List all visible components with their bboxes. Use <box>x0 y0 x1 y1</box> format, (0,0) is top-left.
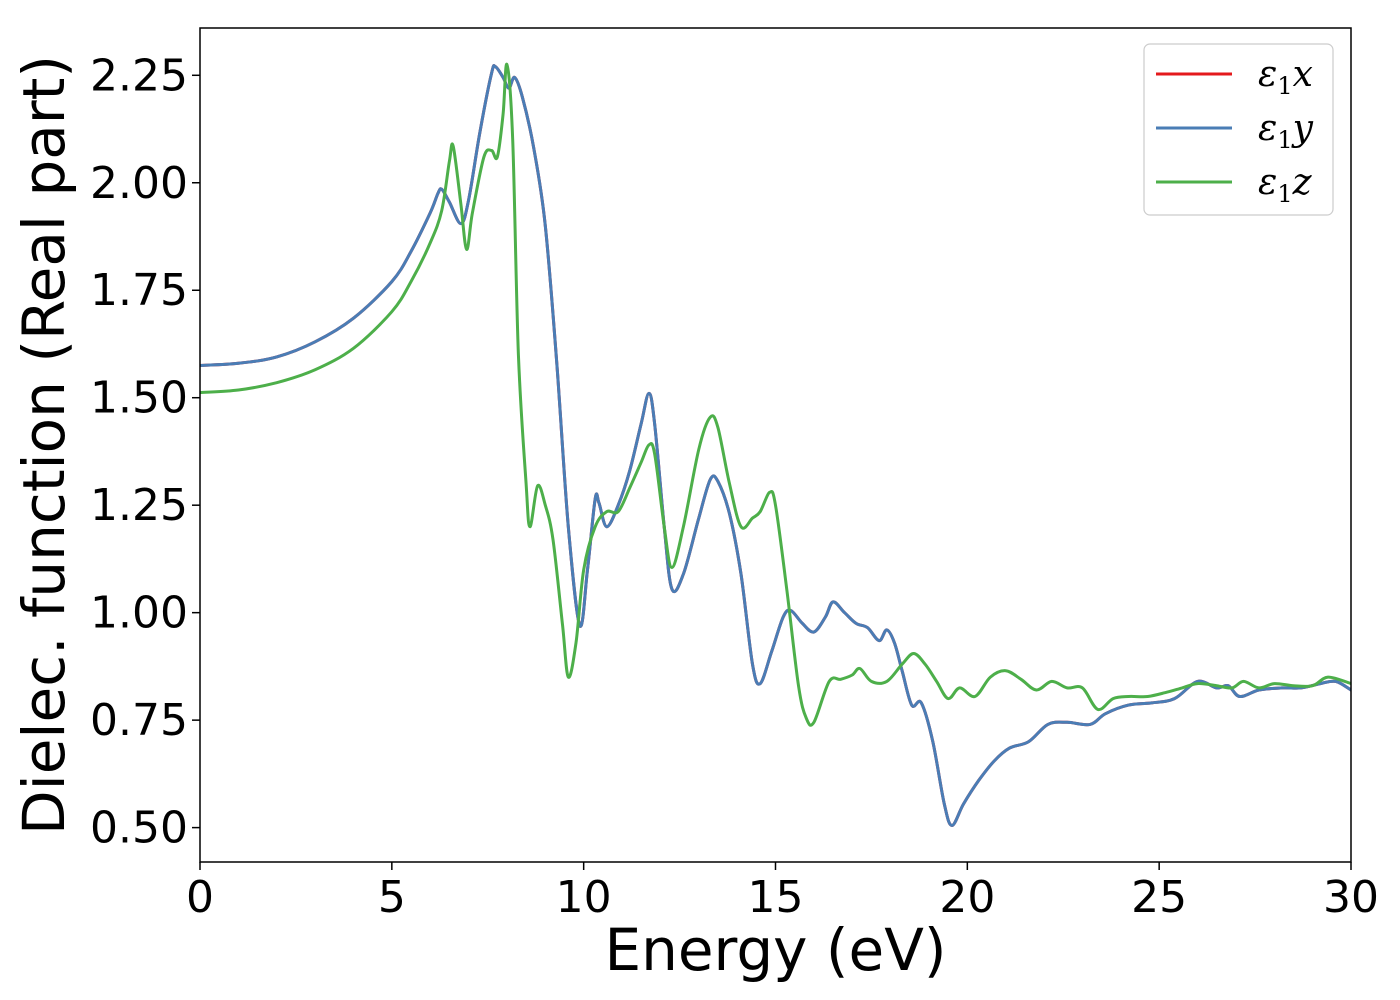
legend-label-z: ε1z <box>1258 162 1313 208</box>
series-layer <box>200 62 1351 827</box>
x-tick-label: 25 <box>1131 872 1187 923</box>
x-tick-label: 30 <box>1323 872 1379 923</box>
legend-box <box>1143 43 1334 216</box>
y-tick-label: 1.25 <box>90 480 188 531</box>
y-tick-label: 1.00 <box>90 588 188 639</box>
axes-layer: 0 5 10 15 20 25 30 0.50 0.75 1.00 1.25 1.50 1.75 2.00… <box>90 50 1379 923</box>
legend-label-y: ε1y <box>1258 108 1314 154</box>
legend: ε1x ε1y ε1z <box>1143 43 1334 216</box>
y-tick-label: 1.50 <box>90 373 188 424</box>
x-tick-label: 0 <box>186 872 214 923</box>
x-axis-label: Energy (eV) <box>604 916 946 984</box>
y-tick-label: 2.00 <box>90 158 188 209</box>
y-tick-label: 0.75 <box>90 695 188 746</box>
series-line-y <box>200 64 1351 827</box>
y-tick-label: 1.75 <box>90 265 188 316</box>
x-tick-label: 10 <box>556 872 612 923</box>
legend-label-x: ε1x <box>1258 54 1313 100</box>
y-axis-label: Dielec. function (Real part) <box>10 55 78 835</box>
x-tick-label: 5 <box>378 872 406 923</box>
y-tick-label: 0.50 <box>90 803 188 854</box>
x-tick-label: 20 <box>939 872 995 923</box>
series-line-z <box>200 62 1351 727</box>
x-tick-label: 15 <box>748 872 804 923</box>
y-tick-label: 2.25 <box>90 50 188 101</box>
